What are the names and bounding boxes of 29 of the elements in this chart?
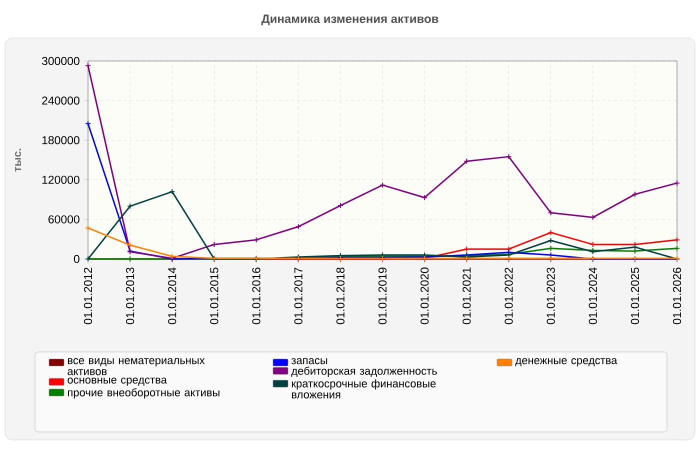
x-tick-label: 01.01.2014 [168,267,176,324]
x-tick-label: 01.01.2021 [462,268,471,324]
x-tick-label: 01.01.2012 [84,268,92,324]
legend-label: прочие внеоборотные активы [68,388,220,399]
y-tick-label: 60000 [48,215,80,224]
legend-label: денежные средства [515,358,618,366]
chart-title: Динамика изменения активов [261,14,438,26]
x-tick-label: 01.01.2024 [588,267,597,324]
legend-label: краткосрочные финансовые вложения [292,379,436,398]
y-tick-label: 180000 [42,136,80,144]
y-axis-title: тыс. [14,148,22,172]
x-tick-label: 01.01.2025 [630,268,640,324]
x-tick-label: 01.01.2013 [126,268,134,324]
x-tick-label: 01.01.2017 [294,268,302,324]
legend-label: запасы [291,358,328,364]
y-tick-label: 120000 [42,176,80,184]
x-tick-label: 01.01.2022 [504,268,513,324]
legend-label: дебиторская задолженность [291,366,437,377]
x-tick-label: 01.01.2015 [210,268,218,324]
x-tick-label: 01.01.2016 [252,268,260,324]
x-tick-label: 01.01.2020 [420,268,429,324]
y-tick-label: 300000 [42,56,80,66]
x-tick-label: 01.01.2023 [546,268,555,324]
y-tick-label: 240000 [42,96,80,105]
x-tick-label: 01.01.2026 [672,268,682,324]
x-tick-label: 01.01.2018 [336,268,345,324]
y-tick-label: 0 [74,254,80,264]
x-tick-label: 01.01.2019 [378,268,387,324]
legend-label: основные средства [68,378,167,386]
